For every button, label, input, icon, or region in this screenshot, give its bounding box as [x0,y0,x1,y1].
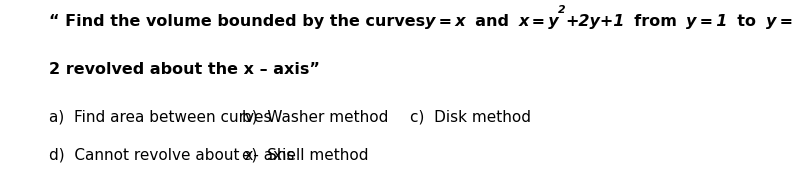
Text: 2: 2 [558,5,566,15]
Text: y =: y = [766,14,794,28]
Text: y = 1: y = 1 [686,14,728,28]
Text: d)  Cannot revolve about x- axis: d) Cannot revolve about x- axis [50,148,295,163]
Text: b)  Washer method: b) Washer method [242,109,388,124]
Text: a)  Find area between curves: a) Find area between curves [50,109,272,124]
Text: and: and [464,14,521,28]
Text: from: from [623,14,688,28]
Text: c)  Disk method: c) Disk method [410,109,531,124]
Text: +2y+1: +2y+1 [566,14,625,28]
Text: e)  Shell method: e) Shell method [242,148,368,163]
Text: x = y: x = y [519,14,559,28]
Text: to: to [726,14,768,28]
Text: 2 revolved about the x – axis”: 2 revolved about the x – axis” [50,62,320,77]
Text: “ Find the volume bounded by the curves: “ Find the volume bounded by the curves [50,14,437,28]
Text: y = x: y = x [425,14,466,28]
